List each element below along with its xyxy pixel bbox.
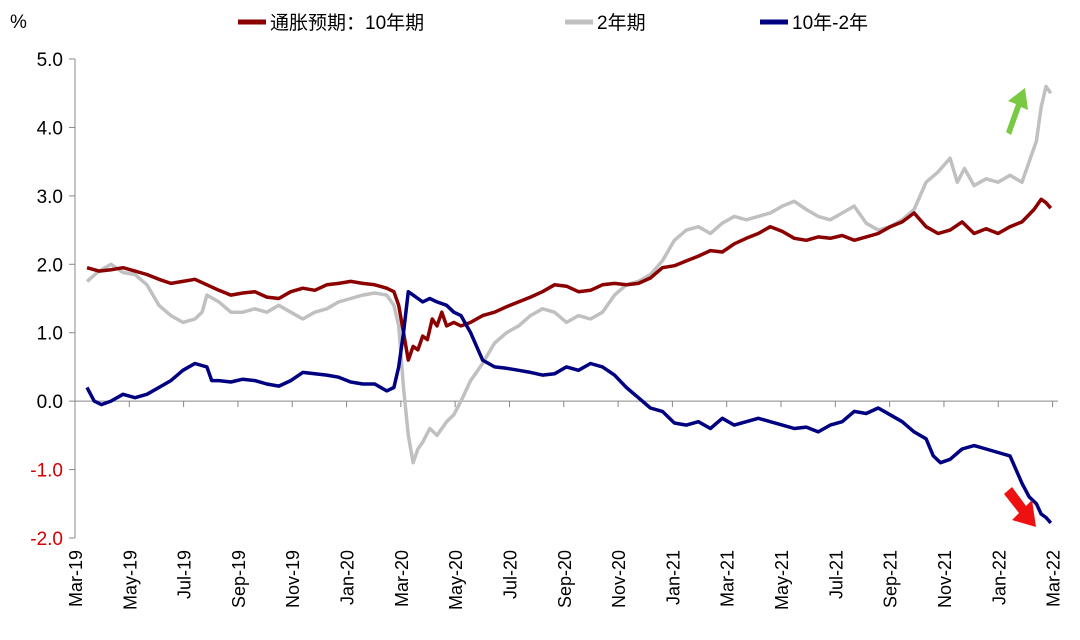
x-tick-label: Jan-21 (663, 550, 683, 605)
y-tick-label: 5.0 (37, 50, 63, 71)
annotation-layer (1004, 88, 1036, 527)
arrow-down-icon (1004, 487, 1036, 527)
x-tick-label: Nov-20 (609, 550, 629, 608)
arrow-up-icon (1006, 88, 1028, 135)
x-tick-label: Mar-19 (66, 550, 86, 607)
series-layer (85, 84, 1053, 525)
x-tick-label: Nov-19 (283, 550, 303, 608)
series-line-0 (86, 197, 1053, 362)
x-tick-label: Mar-21 (718, 550, 738, 607)
x-tick-label: May-20 (446, 550, 466, 610)
series-line-2 (85, 289, 1053, 525)
y-tick-label: 0.0 (37, 392, 63, 413)
x-tick-label: Sep-21 (881, 550, 901, 608)
x-tick-label: Sep-20 (555, 550, 575, 608)
y-tick-label: -2.0 (30, 529, 63, 550)
y-tick-label: 3.0 (37, 187, 63, 208)
x-tick-label: May-21 (772, 550, 792, 610)
x-tick-label: Sep-19 (229, 550, 249, 608)
legend: 通胀预期：10年期 2年期 10年-2年 (238, 12, 868, 34)
x-tick-label: Jul-21 (826, 550, 846, 599)
legend-label: 10年-2年 (792, 12, 868, 34)
x-tick-label: Mar-20 (392, 550, 412, 607)
y-unit-label: % (10, 12, 27, 33)
legend-label: 2年期 (597, 12, 646, 34)
y-axis: 5.0 4.0 3.0 2.0 1.0 0.0 -1.0 -2.0 (30, 50, 76, 550)
series-line-1 (85, 84, 1053, 465)
x-tick-label: Mar-22 (1044, 550, 1064, 607)
x-tick-label: Jan-20 (338, 550, 358, 605)
y-tick-label: 2.0 (37, 255, 63, 276)
x-axis: Mar-19 May-19 Jul-19 Sep-19 Nov-19 Jan-20 Mar-… (66, 400, 1064, 610)
x-tick-label: Jul-19 (175, 550, 195, 599)
x-tick-label: May-19 (120, 550, 140, 610)
x-tick-label: Jan-22 (989, 550, 1009, 605)
legend-label: 通胀预期：10年期 (270, 12, 424, 34)
x-tick-label: Jul-20 (500, 550, 520, 599)
y-tick-label: 4.0 (37, 118, 63, 139)
y-tick-label: 1.0 (37, 324, 63, 345)
y-tick-label: -1.0 (30, 461, 63, 482)
x-tick-label: Nov-21 (935, 550, 955, 608)
